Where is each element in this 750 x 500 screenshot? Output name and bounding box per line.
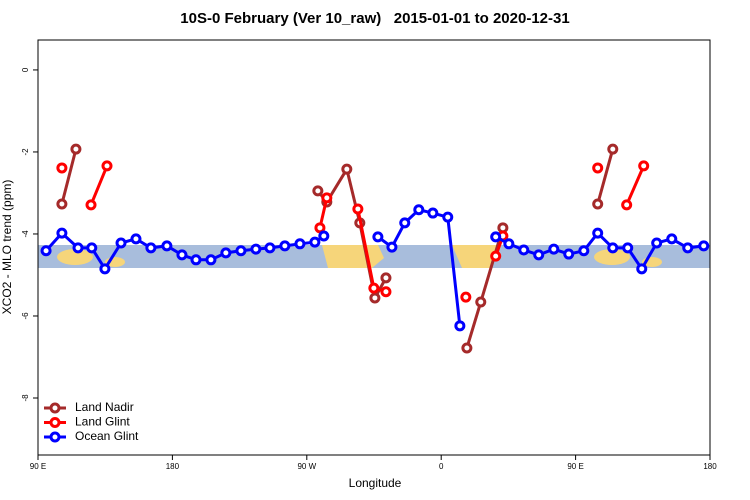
y-tick-label: -4 bbox=[21, 230, 30, 238]
data-point bbox=[427, 207, 439, 219]
data-point bbox=[638, 160, 650, 172]
data-point bbox=[475, 296, 487, 308]
data-point bbox=[490, 250, 502, 262]
x-tick-label: 90 W bbox=[297, 462, 316, 471]
x-tick-label: 0 bbox=[439, 462, 444, 471]
data-point bbox=[490, 231, 502, 243]
data-point bbox=[607, 143, 619, 155]
data-point bbox=[563, 248, 575, 260]
data-point bbox=[399, 217, 411, 229]
data-point bbox=[145, 242, 157, 254]
data-point bbox=[86, 242, 98, 254]
data-point bbox=[386, 241, 398, 253]
data-point bbox=[264, 242, 276, 254]
data-point bbox=[682, 242, 694, 254]
legend-label: Land Nadir bbox=[75, 400, 134, 414]
data-point bbox=[533, 249, 545, 261]
legend-label: Land Glint bbox=[75, 415, 130, 429]
data-point bbox=[461, 342, 473, 354]
data-point bbox=[592, 162, 604, 174]
data-point bbox=[592, 198, 604, 210]
data-point bbox=[341, 163, 353, 175]
data-point bbox=[56, 227, 68, 239]
data-point bbox=[651, 237, 663, 249]
legend-marker bbox=[49, 402, 61, 414]
chart-title: 10S-0 February (Ver 10_raw) 2015-01-01 t… bbox=[180, 10, 569, 27]
plot-frame bbox=[37, 39, 711, 456]
data-point bbox=[235, 245, 247, 257]
series-line bbox=[89, 165, 646, 294]
data-point bbox=[85, 199, 97, 211]
data-point bbox=[460, 291, 472, 303]
data-point bbox=[294, 238, 306, 250]
data-point bbox=[250, 243, 262, 255]
data-point bbox=[205, 254, 217, 266]
data-point bbox=[621, 199, 633, 211]
y-tick-label: 0 bbox=[21, 67, 30, 72]
data-point bbox=[413, 204, 425, 216]
series-line bbox=[60, 148, 615, 349]
data-point bbox=[622, 242, 634, 254]
data-point bbox=[636, 263, 648, 275]
data-point bbox=[698, 240, 710, 252]
data-point bbox=[454, 320, 466, 332]
data-point bbox=[176, 249, 188, 261]
data-point bbox=[380, 272, 392, 284]
data-point bbox=[99, 263, 111, 275]
x-tick-label: 180 bbox=[166, 462, 180, 471]
data-point bbox=[56, 198, 68, 210]
data-point bbox=[279, 240, 291, 252]
data-point bbox=[666, 233, 678, 245]
data-point bbox=[72, 242, 84, 254]
y-tick-label: -2 bbox=[21, 148, 30, 156]
x-tick-label: 90 E bbox=[30, 462, 46, 471]
x-axis-label: Longitude bbox=[349, 476, 402, 490]
data-point bbox=[321, 192, 333, 204]
data-point bbox=[369, 292, 381, 304]
data-point bbox=[607, 242, 619, 254]
data-point bbox=[548, 243, 560, 255]
data-point bbox=[220, 247, 232, 259]
data-point bbox=[368, 282, 380, 294]
data-point bbox=[190, 254, 202, 266]
data-point bbox=[312, 185, 324, 197]
x-tick-label: 180 bbox=[703, 462, 717, 471]
data-point bbox=[70, 143, 82, 155]
data-point bbox=[130, 233, 142, 245]
data-point bbox=[372, 231, 384, 243]
data-point bbox=[380, 286, 392, 298]
data-point bbox=[442, 211, 454, 223]
data-point bbox=[518, 244, 530, 256]
y-tick-label: -6 bbox=[21, 312, 30, 320]
y-axis-label: XCO2 - MLO trend (ppm) bbox=[0, 180, 14, 315]
data-point bbox=[40, 245, 52, 257]
legend-marker bbox=[49, 431, 61, 443]
y-tick-label: -8 bbox=[21, 394, 30, 402]
data-point bbox=[318, 230, 330, 242]
legend-label: Ocean Glint bbox=[75, 429, 139, 443]
data-point bbox=[503, 238, 515, 250]
data-point bbox=[309, 236, 321, 248]
x-tick-label: 90 E bbox=[567, 462, 583, 471]
data-point bbox=[101, 160, 113, 172]
data-point bbox=[578, 245, 590, 257]
data-point bbox=[161, 240, 173, 252]
legend-marker bbox=[49, 417, 61, 428]
data-point bbox=[56, 162, 68, 174]
data-point bbox=[314, 222, 326, 234]
data-point bbox=[115, 237, 127, 249]
data-point bbox=[592, 227, 604, 239]
data-point bbox=[352, 203, 364, 215]
